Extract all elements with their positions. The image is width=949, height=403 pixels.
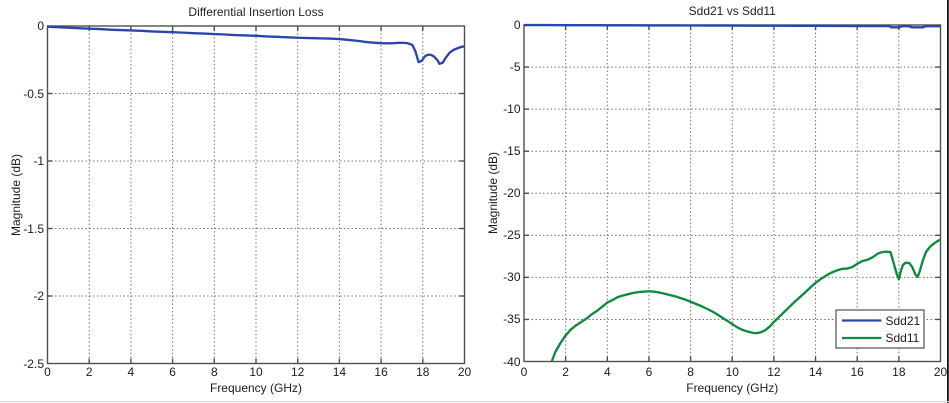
series-differential-insertion-loss — [47, 25, 465, 65]
chart-0-y-tick-label: -2.5 — [23, 356, 44, 371]
chart-0-x-tick-label: 14 — [332, 364, 347, 379]
chart-0-y-tick-label: -1.5 — [23, 221, 44, 236]
chart-1-x-tick-label: 4 — [603, 364, 611, 379]
chart-1-y-tick-label: -20 — [503, 186, 521, 201]
chart-0-x-tick-label: 12 — [291, 364, 305, 379]
chart-0-y-tick-label: 0 — [37, 19, 44, 33]
chart-1-y-tick-label: -5 — [509, 60, 521, 75]
chart-1-y-tick-label: -10 — [503, 102, 521, 117]
chart-1-x-tick-label: 0 — [520, 364, 528, 379]
chart-0-x-tick-label: 10 — [249, 364, 263, 379]
chart-0-x-tick-label: 16 — [374, 364, 388, 379]
left-chart-title: Differential Insertion Loss — [188, 4, 324, 19]
chart-0-x-tick-label: 0 — [44, 364, 51, 379]
series-sdd11 — [550, 238, 942, 362]
legend-label-sdd11: Sdd11 — [885, 331, 920, 345]
chart-1-y-tick-label: -35 — [503, 312, 521, 327]
chart-0-x-tick-label: 4 — [127, 364, 135, 379]
chart-1-x-tick-label: 6 — [645, 364, 653, 379]
page-bottom-edge-line — [0, 401, 949, 403]
chart-1-y-tick-label: -15 — [503, 144, 521, 159]
chart-1-x-tick-label: 2 — [562, 364, 569, 379]
chart-0-x-tick-label: 8 — [210, 364, 218, 379]
chart-0-x-tick-label: 18 — [416, 364, 430, 379]
right-x-axis-label: Frequency (GHz) — [686, 380, 779, 395]
chart-0-x-tick-label: 20 — [457, 364, 472, 379]
chart-0-x-tick-label: 2 — [85, 364, 93, 379]
chart-0-y-tick-label: -0.5 — [23, 86, 44, 101]
chart-1-y-tick-label: -30 — [503, 270, 521, 285]
chart-1-y-tick-label: -25 — [503, 228, 521, 243]
chart-1-x-tick-label: 12 — [767, 364, 781, 379]
chart-1-y-tick-label: 0 — [513, 18, 521, 32]
chart-1-y-tick-label: -40 — [503, 354, 521, 369]
series-sdd21 — [523, 23, 941, 29]
chart-0-y-tick-label: -1 — [33, 154, 44, 168]
right-chart-title: Sdd21 vs Sdd11 — [688, 3, 776, 18]
chart-0-y-tick-label: -2 — [33, 289, 44, 303]
left-x-axis-label: Frequency (GHz) — [209, 380, 303, 395]
page-right-edge-line — [947, 0, 949, 403]
chart-1-x-tick-label: 18 — [892, 364, 906, 379]
chart-1-x-tick-label: 20 — [933, 364, 948, 379]
chart-1-x-tick-label: 8 — [687, 364, 694, 379]
chart-0-x-tick-label: 6 — [169, 364, 176, 379]
chart-1-x-tick-label: 10 — [725, 364, 739, 379]
chart-0-plot — [46, 25, 466, 365]
legend-label-sdd21: Sdd21 — [885, 313, 921, 328]
chart-1-plot — [523, 23, 942, 363]
legend-box — [835, 309, 925, 349]
chart-1-x-tick-label: 14 — [808, 364, 823, 379]
chart-1-x-tick-label: 16 — [850, 364, 864, 379]
